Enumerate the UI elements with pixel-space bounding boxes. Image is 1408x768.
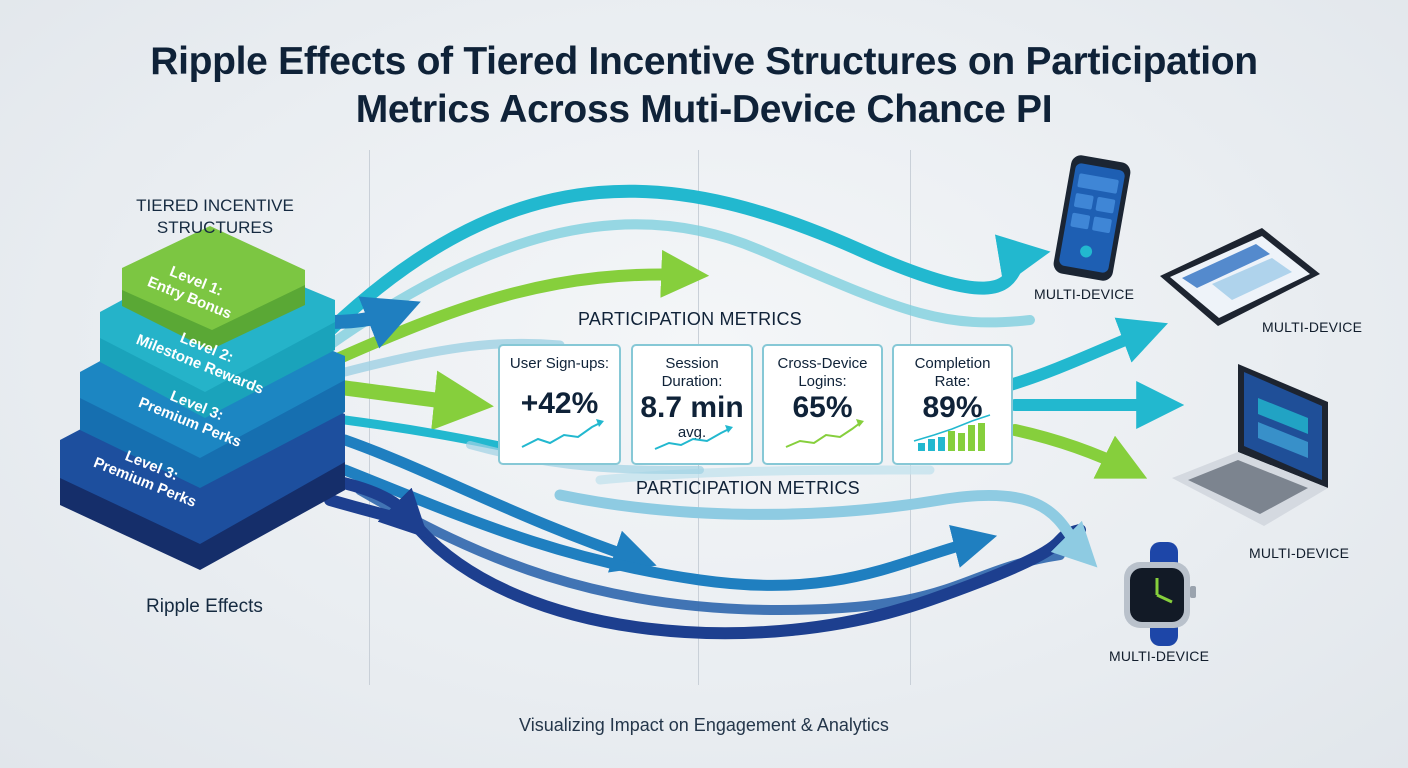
tiers-heading-line-2: STRUCTURES (156, 218, 274, 237)
metric-value: +42% (520, 387, 599, 420)
divider-1 (369, 150, 370, 685)
device-label-laptop: MULTI-DEVICE (1249, 545, 1350, 561)
metric-label: Completion Rate: (914, 355, 991, 390)
metric-value: 8.7 min (640, 391, 744, 424)
metric-value: 65% (792, 391, 853, 424)
device-label-watch: MULTI-DEVICE (1109, 648, 1210, 664)
metric-card-cross-device-logins: Cross-Device Logins: 65% (762, 344, 883, 465)
footer-subtitle: Visualizing Impact on Engagement & Analy… (519, 715, 889, 735)
tiers-heading: TIERED INCENTIVE STRUCTURES (110, 195, 320, 239)
phone-icon (1053, 155, 1131, 281)
metric-card-signups: User Sign-ups: +42% (498, 344, 621, 465)
metric-note: avg. (677, 424, 707, 441)
participation-metrics-heading-bottom: PARTICIPATION METRICS (636, 478, 860, 498)
metric-label: Cross-Device Logins: (777, 355, 868, 390)
metric-card-session-duration: Session Duration: 8.7 min avg. (631, 344, 753, 465)
title-line-2: Metrics Across Muti-Device Chance PI (355, 88, 1053, 131)
laptop-icon (1172, 364, 1328, 526)
tablet-icon (1160, 228, 1320, 326)
bar-trend-chart (913, 414, 991, 451)
trend-line-chart (785, 419, 864, 448)
metric-card-completion-rate: Completion Rate: 89% (892, 344, 1013, 465)
page-title: Ripple Effects of Tiered Incentive Struc… (40, 38, 1368, 134)
participation-metrics-heading-top: PARTICIPATION METRICS (578, 309, 802, 329)
tier-stack (60, 226, 345, 570)
ripple-effects-label: Ripple Effects (146, 596, 263, 617)
ripple-bands (323, 184, 1185, 640)
metric-label: Session Duration: (661, 355, 723, 390)
trend-line-chart (521, 419, 604, 448)
device-label-phone: MULTI-DEVICE (1034, 286, 1135, 302)
metric-label: User Sign-ups: (509, 355, 610, 372)
metric-value: 89% (922, 391, 983, 424)
title-line-1: Ripple Effects of Tiered Incentive Struc… (150, 40, 1258, 83)
tiers-heading-line-1: TIERED INCENTIVE (136, 196, 294, 215)
watch-icon (1124, 542, 1196, 646)
trend-line-chart (654, 425, 733, 450)
device-label-tablet: MULTI-DEVICE (1262, 319, 1363, 335)
